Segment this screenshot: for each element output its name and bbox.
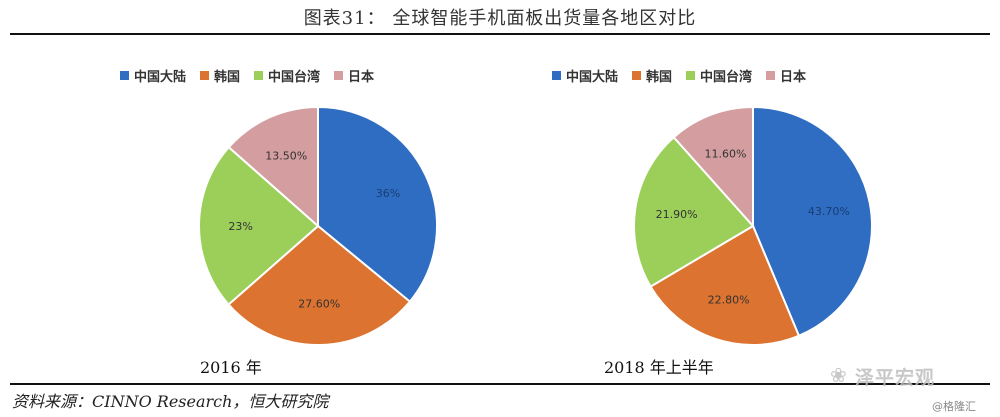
- legend-label-taiwan: 中国台湾: [700, 70, 753, 85]
- legend-label-china: 中国大陆: [134, 70, 187, 85]
- data-label-korea: 22.80%: [708, 293, 750, 306]
- source-note: 资料来源：CINNO Research，恒大研究院: [12, 392, 329, 411]
- data-label-japan: 11.60%: [704, 148, 746, 161]
- legend-label-korea: 韩国: [214, 70, 241, 85]
- pie-slice-taiwan: [198, 145, 320, 306]
- legend-label-taiwan: 中国台湾: [268, 70, 321, 85]
- legend-swatch-japan: [334, 71, 344, 80]
- watermark: 泽平宏观: [855, 367, 936, 389]
- legend-item-taiwan: 中国台湾: [254, 66, 320, 85]
- legend-swatch-korea: [200, 71, 210, 80]
- data-label-taiwan: 23%: [228, 220, 252, 233]
- top-rule: [10, 33, 990, 35]
- legend-swatch-china: [552, 71, 561, 80]
- legend-swatch-taiwan: [254, 71, 264, 80]
- legend-item-japan: 日本: [766, 66, 806, 85]
- legend-item-korea: 韩国: [632, 66, 672, 85]
- pie-slice-china: [317, 105, 438, 304]
- chart-title-2016: 2016 年: [200, 358, 262, 377]
- data-label-japan: 13.50%: [265, 149, 307, 162]
- legend-item-korea: 韩国: [200, 66, 240, 85]
- legend-swatch-china: [120, 71, 129, 80]
- pie-slice-taiwan: [633, 135, 755, 288]
- chart-title-2018h1: 2018 年上半年: [604, 358, 714, 377]
- legend-item-china: 中国大陆: [552, 66, 618, 85]
- legend-label-china: 中国大陆: [566, 70, 619, 85]
- data-label-taiwan: 21.90%: [656, 208, 698, 221]
- legend-item-china: 中国大陆: [120, 66, 186, 85]
- data-label-china: 43.70%: [808, 205, 850, 218]
- pie-slice-china: [752, 105, 873, 338]
- bottom-rule: [10, 383, 990, 385]
- legend-2016: 中国大陆 韩国 中国台湾 日本: [120, 66, 374, 85]
- figure-title: 图表31： 全球智能手机面板出货量各地区对比: [303, 8, 697, 29]
- legend-item-japan: 日本: [334, 66, 374, 85]
- legend-label-japan: 日本: [780, 70, 807, 85]
- data-label-china: 36%: [376, 187, 400, 200]
- credit: @格隆汇: [932, 400, 976, 413]
- pie-slice-korea: [227, 224, 412, 346]
- wechat-icon: ❀: [830, 363, 847, 387]
- legend-swatch-japan: [766, 71, 776, 80]
- pie-slice-japan: [227, 105, 319, 229]
- legend-label-japan: 日本: [348, 70, 375, 85]
- legend-swatch-taiwan: [686, 71, 696, 80]
- legend-swatch-korea: [632, 71, 642, 80]
- legend-label-korea: 韩国: [646, 70, 673, 85]
- pie-slice-japan: [672, 105, 754, 229]
- legend-2018h1: 中国大陆 韩国 中国台湾 日本: [552, 66, 806, 85]
- data-label-korea: 27.60%: [298, 297, 340, 310]
- legend-item-taiwan: 中国台湾: [686, 66, 752, 85]
- pie-slice-korea: [649, 224, 801, 346]
